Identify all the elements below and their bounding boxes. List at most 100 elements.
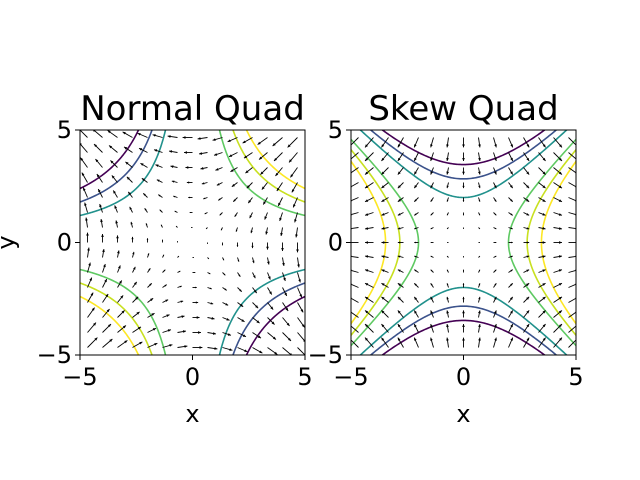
quiver-arrowhead [446, 310, 450, 314]
quiver-arrowhead [381, 144, 385, 148]
x-tick-label: 0 [185, 363, 200, 391]
quiver-arrowhead [105, 294, 109, 298]
quiver-arrowhead [116, 250, 120, 254]
quiver-arrowhead [558, 227, 562, 230]
quiver-arrowhead [179, 285, 182, 288]
quiver-arrowhead [149, 283, 152, 286]
quiver-arrow [568, 212, 576, 216]
quiver-arrowhead [176, 226, 177, 227]
contour-level-9-branch-1 [80, 282, 153, 355]
quiver-arrowhead [113, 190, 116, 194]
quiver-arrowhead [526, 241, 530, 244]
quiver-arrowhead [133, 266, 136, 270]
quiver-arrowhead [526, 213, 530, 216]
quiver-arrowhead [381, 212, 385, 216]
quiver-arrowhead [143, 193, 146, 196]
quiver-arrowhead [144, 208, 147, 211]
y-tick-label: 0 [57, 229, 72, 257]
quiver-arrowhead [479, 242, 480, 243]
quiver-arrowhead [236, 245, 239, 247]
quiver-arrowhead [293, 204, 296, 208]
quiver-arrowhead [526, 255, 530, 258]
quiver-arrowhead [171, 180, 175, 183]
quiver-arrowhead [478, 283, 481, 286]
quiver-arrowhead [208, 258, 209, 259]
quiver-arrowhead [237, 259, 240, 262]
quiver-arrow [351, 167, 359, 174]
quiver-arrowhead [446, 283, 449, 286]
quiver-arrowhead [196, 316, 200, 319]
quiver-arrow [568, 255, 576, 258]
contour-level--6-branch-1 [80, 130, 167, 217]
quiver-arrow [568, 227, 576, 230]
quiver-arrowhead [209, 287, 212, 290]
quiver-arrowhead [248, 200, 252, 204]
quiver-arrowhead [253, 275, 256, 279]
y-tick-label: 5 [57, 116, 72, 144]
quiver-arrowhead [510, 157, 513, 161]
quiver-arrowhead [281, 248, 284, 251]
quiver-arrowhead [509, 296, 513, 300]
quiver-arrowhead [94, 337, 98, 341]
quiver-arrowhead [229, 348, 233, 351]
quiver-arrowhead [510, 310, 513, 314]
quiver-arrowhead [397, 283, 401, 287]
quiver-arrowhead [463, 228, 464, 229]
quiver-arrowhead [495, 241, 497, 244]
x-tick-label: 0 [456, 363, 471, 391]
quiver-arrowhead [478, 213, 480, 216]
quiver-arrowhead [229, 154, 233, 157]
quiver-arrowhead [211, 316, 215, 320]
quiver-arrowhead [219, 213, 222, 216]
quiver-arrowhead [227, 139, 231, 142]
quiver-arrowhead [260, 171, 264, 175]
quiver-arrowhead [478, 324, 481, 328]
quiver-arrowhead [85, 217, 88, 221]
quiver-arrowhead [365, 241, 368, 244]
quiver-arrowhead [137, 133, 141, 136]
quiver-arrowhead [266, 246, 269, 250]
quiver-arrowhead [121, 310, 125, 314]
quiver-arrowhead [167, 329, 171, 332]
contour-level--6-branch-0 [218, 268, 305, 355]
quiver-arrowhead [478, 337, 481, 341]
quiver-arrowhead [182, 330, 186, 333]
quiver-arrowhead [287, 337, 291, 341]
contour-level--12-branch-1 [80, 130, 140, 190]
quiver-arrowhead [430, 337, 433, 341]
quiver-arrowhead [510, 144, 513, 148]
quiver-arrowhead [559, 337, 562, 341]
quiver-arrowhead [290, 174, 294, 178]
quiver-arrowhead [381, 310, 385, 314]
quiver-arrowhead [397, 144, 401, 148]
quiver-arrowhead [242, 140, 246, 144]
quiver-arrowhead [494, 213, 497, 216]
quiver-arrowhead [558, 324, 562, 328]
quiver-arrowhead [100, 219, 103, 223]
quiver-arrowhead [131, 236, 134, 240]
quiver-arrowhead [446, 337, 449, 341]
quiver-arrowhead [509, 185, 513, 189]
quiver-arrowhead [94, 144, 98, 148]
contour-level--6-branch-0 [381, 130, 546, 166]
quiver-arrowhead [161, 239, 164, 241]
contour-level-12-branch-1 [80, 295, 140, 355]
quiver-arrowhead [558, 157, 562, 161]
quiver-arrowhead [230, 169, 234, 172]
quiver-arrowhead [240, 303, 244, 307]
quiver-arrowhead [88, 262, 91, 266]
quiver-arrowhead [201, 182, 205, 185]
contour-level-6-branch-1 [80, 268, 167, 355]
quiver-arrowhead [365, 185, 369, 189]
quiver-arrowhead [216, 183, 220, 186]
quiver-arrowhead [106, 309, 110, 313]
ticks-skew: −5 0 5 −5 0 5 [308, 116, 584, 391]
quiver-arrowhead [462, 269, 465, 271]
quiver-arrowhead [261, 186, 265, 190]
quiver-arrowhead [397, 171, 401, 175]
quiver-arrowhead [558, 171, 562, 175]
quiver-arrowhead [90, 292, 94, 296]
quiver-arrow [351, 283, 359, 288]
quiver-arrowhead [195, 286, 197, 289]
